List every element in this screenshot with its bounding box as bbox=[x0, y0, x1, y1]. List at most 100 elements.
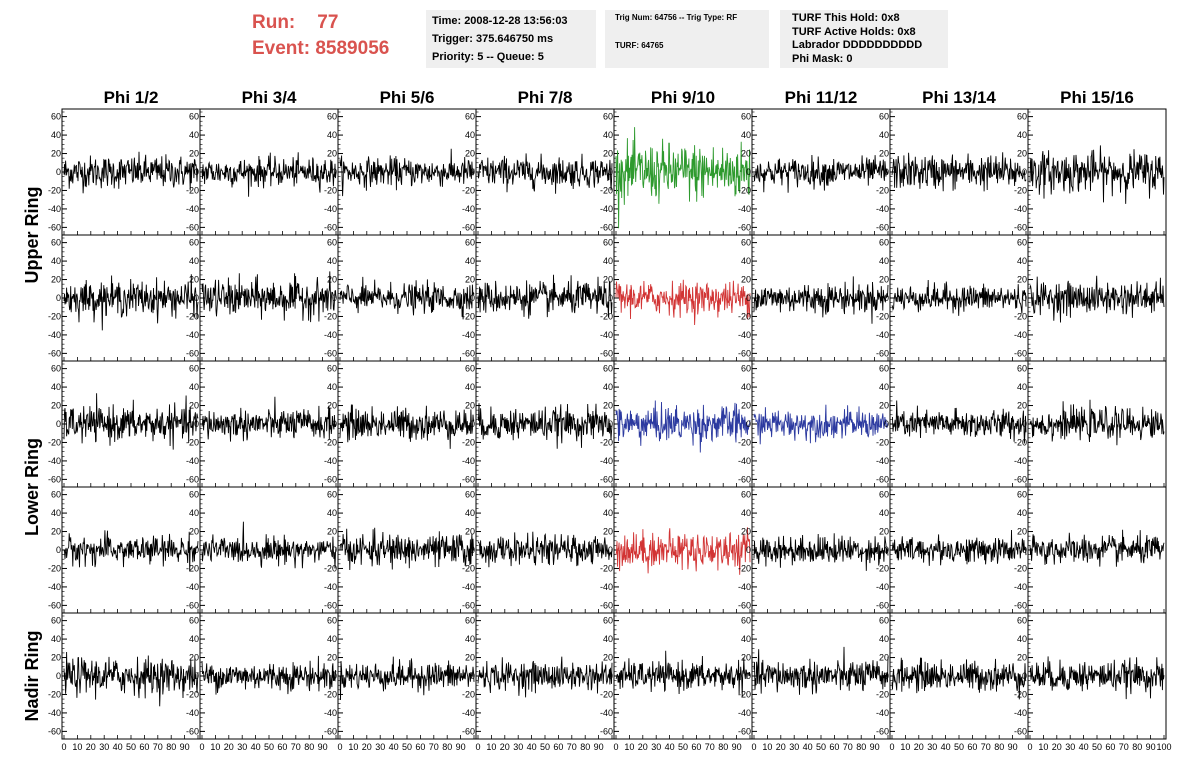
y-tick-label: 20 bbox=[465, 149, 475, 159]
y-tick-label: 60 bbox=[51, 238, 61, 248]
y-tick-label: 0 bbox=[884, 545, 889, 555]
y-tick-label: 60 bbox=[51, 112, 61, 122]
x-tick-label: 80 bbox=[856, 742, 866, 752]
trig-num-text: Trig Num: 64756 -- Trig Type: RF bbox=[615, 13, 738, 22]
x-tick-label: 60 bbox=[967, 742, 977, 752]
column-header-6: Phi 11/12 bbox=[785, 88, 858, 107]
y-tick-label: 40 bbox=[51, 508, 61, 518]
x-tick-label: 40 bbox=[1079, 742, 1089, 752]
y-tick-label: -20 bbox=[462, 311, 475, 321]
y-tick-label: -40 bbox=[876, 582, 889, 592]
y-tick-label: -20 bbox=[48, 689, 61, 699]
y-tick-label: 0 bbox=[332, 293, 337, 303]
y-tick-label: 0 bbox=[56, 545, 61, 555]
y-tick-label: -60 bbox=[738, 726, 751, 736]
y-tick-label: -40 bbox=[600, 204, 613, 214]
y-tick-label: -40 bbox=[324, 330, 337, 340]
x-tick-label: 80 bbox=[718, 742, 728, 752]
y-tick-label: 20 bbox=[603, 149, 613, 159]
y-tick-label: -40 bbox=[324, 708, 337, 718]
waveform-r2-c8 bbox=[1029, 275, 1165, 323]
y-tick-label: 40 bbox=[741, 382, 751, 392]
y-tick-label: 40 bbox=[327, 508, 337, 518]
x-tick-label: 0 bbox=[337, 742, 342, 752]
y-tick-label: 20 bbox=[465, 401, 475, 411]
y-tick-label: -60 bbox=[186, 726, 199, 736]
y-tick-label: 20 bbox=[741, 527, 751, 537]
y-tick-label: 60 bbox=[741, 364, 751, 374]
y-tick-label: -60 bbox=[600, 474, 613, 484]
y-tick-label: -40 bbox=[48, 330, 61, 340]
y-tick-label: 20 bbox=[603, 653, 613, 663]
y-tick-label: 40 bbox=[741, 634, 751, 644]
y-tick-label: -20 bbox=[462, 689, 475, 699]
y-tick-label: 0 bbox=[1022, 671, 1027, 681]
y-tick-label: -20 bbox=[1014, 311, 1027, 321]
x-tick-label: 30 bbox=[789, 742, 799, 752]
y-tick-label: -40 bbox=[600, 582, 613, 592]
x-tick-label: 90 bbox=[456, 742, 466, 752]
x-tick-label: 0 bbox=[475, 742, 480, 752]
y-tick-label: 20 bbox=[879, 149, 889, 159]
y-tick-label: 20 bbox=[189, 275, 199, 285]
y-tick-label: -20 bbox=[462, 185, 475, 195]
x-tick-label: 80 bbox=[304, 742, 314, 752]
y-tick-label: 40 bbox=[879, 256, 889, 266]
y-tick-label: 0 bbox=[470, 545, 475, 555]
y-tick-label: -60 bbox=[462, 726, 475, 736]
y-tick-label: -40 bbox=[1014, 330, 1027, 340]
x-tick-label: 30 bbox=[1065, 742, 1075, 752]
y-tick-label: -40 bbox=[738, 204, 751, 214]
y-tick-label: -60 bbox=[876, 474, 889, 484]
y-tick-label: -20 bbox=[600, 563, 613, 573]
y-tick-label: -20 bbox=[738, 437, 751, 447]
y-tick-label: 20 bbox=[603, 527, 613, 537]
waveform-r5-c8 bbox=[1029, 656, 1165, 700]
y-tick-label: -20 bbox=[738, 311, 751, 321]
y-tick-label: -40 bbox=[876, 456, 889, 466]
y-tick-label: 20 bbox=[741, 149, 751, 159]
y-tick-label: 40 bbox=[603, 382, 613, 392]
y-tick-label: 0 bbox=[608, 293, 613, 303]
waveform-r1-c7 bbox=[891, 152, 1027, 192]
y-tick-label: -40 bbox=[1014, 204, 1027, 214]
x-tick-label: 60 bbox=[277, 742, 287, 752]
y-tick-label: 20 bbox=[1017, 275, 1027, 285]
waveform-r3-c5 bbox=[615, 400, 751, 453]
y-tick-label: 40 bbox=[465, 256, 475, 266]
time-text: Time: 2008-12-28 13:56:03 bbox=[432, 15, 568, 27]
x-tick-label: 40 bbox=[665, 742, 675, 752]
waveform-r2-c1 bbox=[63, 274, 199, 331]
x-tick-label: 0 bbox=[1027, 742, 1032, 752]
run-event-box: Run: 77 Event: 8589056 bbox=[252, 10, 389, 62]
y-tick-label: 60 bbox=[465, 112, 475, 122]
y-tick-label: -60 bbox=[600, 600, 613, 610]
y-tick-label: -40 bbox=[462, 582, 475, 592]
y-tick-label: 40 bbox=[603, 256, 613, 266]
y-tick-label: -60 bbox=[324, 222, 337, 232]
y-tick-label: 20 bbox=[741, 653, 751, 663]
y-tick-label: 20 bbox=[1017, 401, 1027, 411]
column-header-4: Phi 7/8 bbox=[518, 88, 573, 107]
y-tick-label: -40 bbox=[738, 456, 751, 466]
y-tick-label: -20 bbox=[876, 563, 889, 573]
y-tick-label: -20 bbox=[324, 689, 337, 699]
y-tick-label: -20 bbox=[324, 437, 337, 447]
y-tick-label: 20 bbox=[51, 149, 61, 159]
time-info-box: Time: 2008-12-28 13:56:03 Trigger: 375.6… bbox=[426, 10, 596, 68]
y-tick-label: 20 bbox=[51, 527, 61, 537]
x-tick-label: 20 bbox=[638, 742, 648, 752]
y-tick-label: 40 bbox=[189, 130, 199, 140]
x-tick-label: 10 bbox=[348, 742, 358, 752]
y-tick-label: -20 bbox=[48, 437, 61, 447]
x-tick-label: 100 bbox=[1156, 742, 1171, 752]
y-tick-label: 0 bbox=[56, 167, 61, 177]
y-tick-label: 40 bbox=[465, 382, 475, 392]
x-tick-label: 50 bbox=[126, 742, 136, 752]
y-tick-label: 20 bbox=[879, 653, 889, 663]
waveform-r4-c3 bbox=[339, 527, 475, 571]
y-tick-label: 0 bbox=[608, 419, 613, 429]
y-tick-label: 20 bbox=[327, 401, 337, 411]
row-label-1: Upper Ring bbox=[22, 187, 42, 284]
